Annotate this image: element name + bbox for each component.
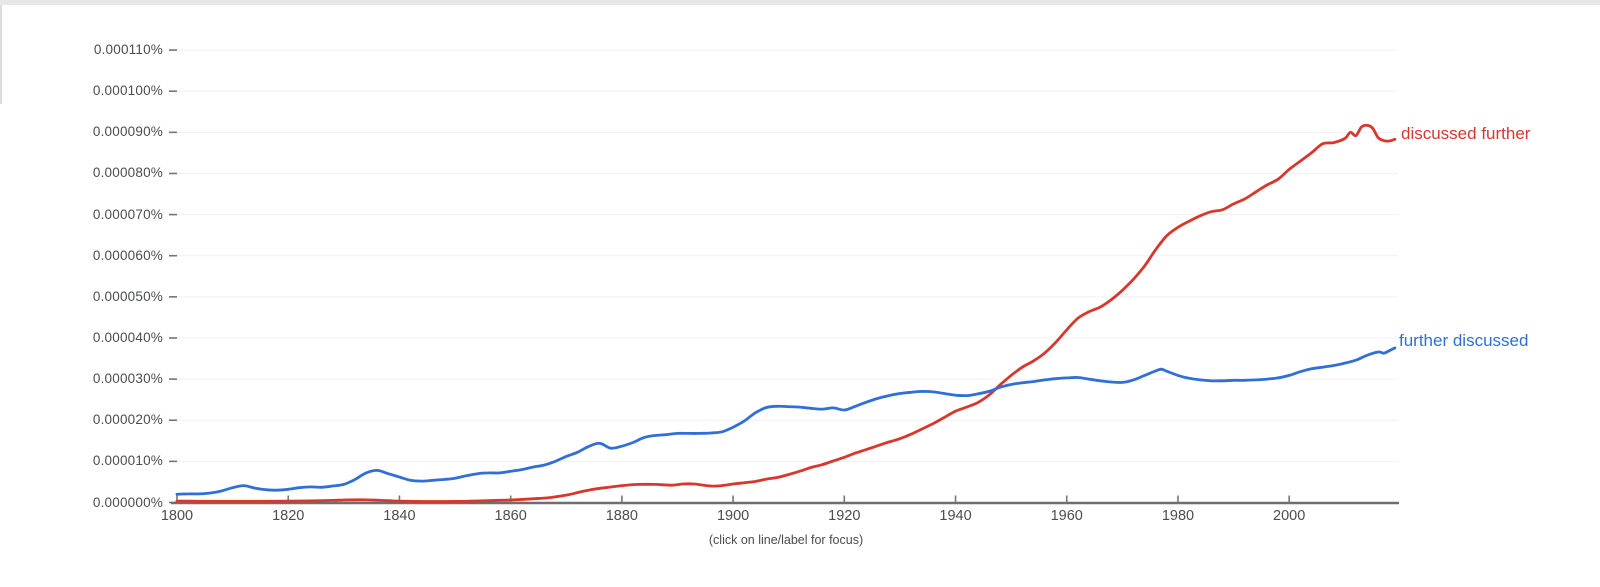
x-axis-label: 2000 xyxy=(1273,508,1306,524)
x-axis-label: 1880 xyxy=(605,508,638,524)
x-axis-label: 1900 xyxy=(716,508,750,524)
chart-caption: (click on line/label for focus) xyxy=(708,533,864,547)
x-axis-label: 1920 xyxy=(828,508,861,524)
x-axis-label: 1940 xyxy=(939,508,972,524)
y-axis-label: 0.000110% xyxy=(93,42,163,58)
y-axis-label: 0.000050% xyxy=(92,288,163,304)
series-label-further-discussed[interactable]: further discussed xyxy=(1399,330,1529,350)
x-axis-label: 1960 xyxy=(1050,508,1083,524)
y-axis-label: 0.000070% xyxy=(92,206,163,222)
y-axis-label: 0.000030% xyxy=(92,371,163,387)
x-axis-label: 1820 xyxy=(272,508,305,524)
y-axis-label: 0.000060% xyxy=(92,247,163,263)
series-label-discussed-further[interactable]: discussed further xyxy=(1401,124,1531,144)
y-axis-label: 0.000000% xyxy=(92,494,163,510)
x-axis-label: 1860 xyxy=(494,508,527,524)
x-axis-label: 1840 xyxy=(383,508,416,524)
left-edge-divider xyxy=(0,5,2,104)
y-axis-label: 0.000100% xyxy=(92,83,163,99)
x-axis-label: 1980 xyxy=(1161,508,1195,524)
top-edge-divider xyxy=(0,0,1600,5)
y-axis-label: 0.000080% xyxy=(92,165,163,181)
y-axis-label: 0.000020% xyxy=(92,412,163,428)
x-axis-label: 1800 xyxy=(160,508,194,524)
y-axis-label: 0.000090% xyxy=(92,124,163,140)
y-axis-label: 0.000010% xyxy=(92,453,163,469)
y-axis-label: 0.000040% xyxy=(92,329,163,345)
series-line-discussed-further[interactable] xyxy=(175,123,1397,503)
series-line-further-discussed[interactable] xyxy=(175,346,1397,496)
